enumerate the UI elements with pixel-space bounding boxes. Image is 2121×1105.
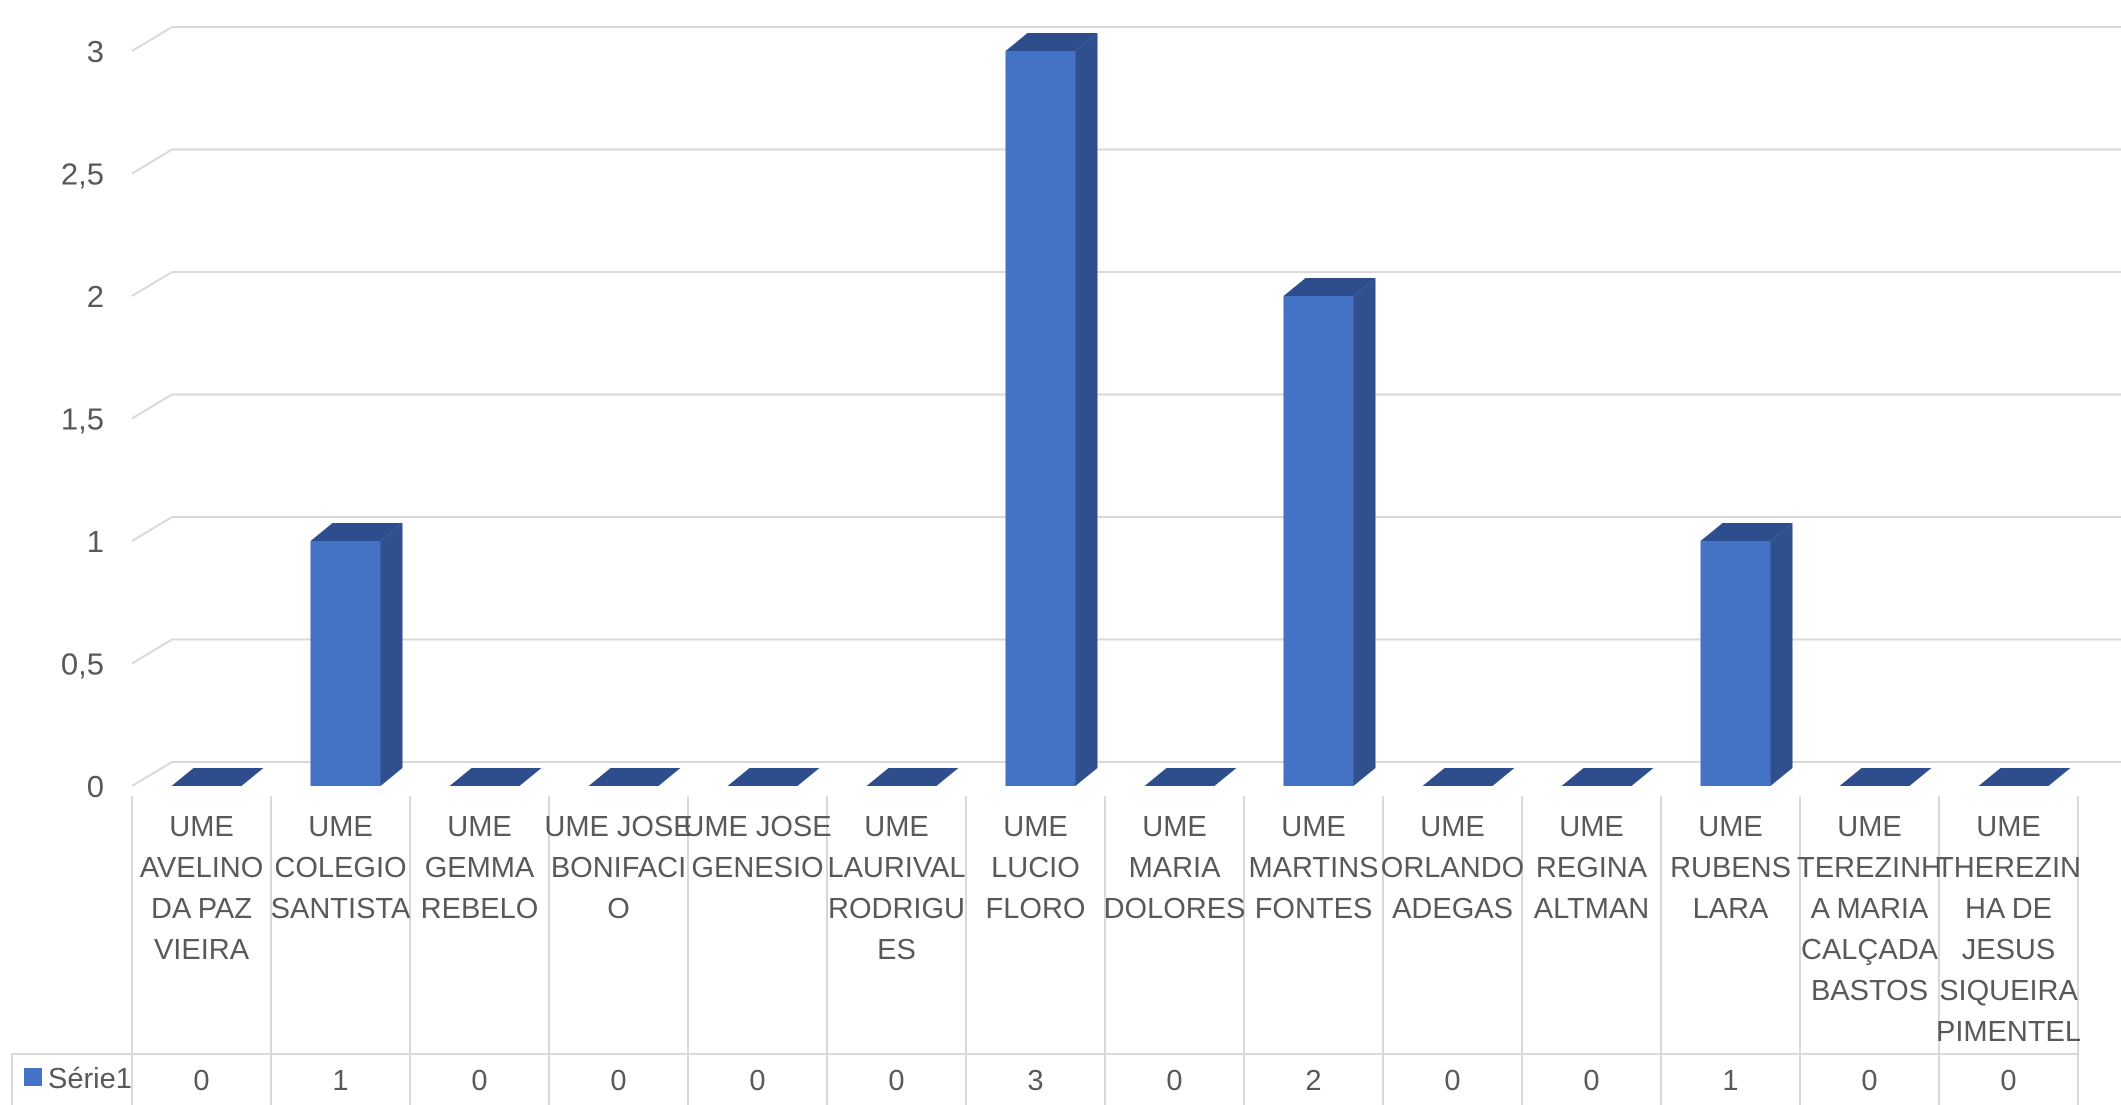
gridlines [131, 26, 2121, 787]
x-category-label: UME REGINA ALTMAN [1534, 811, 1649, 925]
bar [727, 768, 820, 786]
bar-top [1422, 768, 1515, 786]
bar-front [1005, 51, 1076, 786]
data-value-label: 2 [1305, 1065, 1321, 1097]
bar [1283, 278, 1376, 786]
bar [1978, 768, 2071, 786]
data-value-label: 0 [1166, 1065, 1182, 1097]
bar-side [1353, 278, 1376, 786]
data-value-label: 0 [193, 1065, 209, 1097]
data-value-label: 0 [1444, 1065, 1460, 1097]
bar-top [588, 768, 681, 786]
bar-top [1005, 33, 1098, 51]
bar-top [1978, 768, 2071, 786]
gridline [131, 761, 2121, 787]
x-category-label: UME ORLANDO ADEGAS [1381, 811, 1524, 925]
x-category-label: UME MARTINS FONTES [1249, 811, 1379, 925]
gridline [131, 516, 2121, 542]
data-value-label: 0 [749, 1065, 765, 1097]
x-category-label: UME RUBENS LARA [1670, 811, 1791, 925]
gridline [131, 638, 2121, 665]
legend-swatch [24, 1068, 42, 1086]
bar [866, 768, 959, 786]
gridline [131, 393, 2121, 420]
bar-top [171, 768, 264, 786]
y-tick-label: 0,5 [61, 647, 104, 682]
bar-top [1561, 768, 1654, 786]
bar-front [1700, 541, 1771, 786]
data-value-label: 0 [471, 1065, 487, 1097]
bar-front [310, 541, 381, 786]
gridline [131, 148, 2121, 175]
x-category-label: UME TEREZINH A MARIA CALÇADA BASTOS [1797, 811, 1942, 1007]
x-category-label: UME LAURIVAL RODRIGU ES [827, 811, 965, 966]
gridline [131, 271, 2121, 297]
y-tick-label: 2 [87, 279, 104, 314]
y-tick-label: 1,5 [61, 402, 104, 437]
bar-front [1283, 296, 1354, 786]
bar-top [866, 768, 959, 786]
bar-side [1770, 523, 1793, 786]
bar-top [310, 523, 403, 541]
data-value-label: 3 [1027, 1065, 1043, 1097]
bars [171, 33, 2071, 786]
bar [1005, 33, 1098, 786]
bar [449, 768, 542, 786]
data-value-label: 0 [1583, 1065, 1599, 1097]
bar [1422, 768, 1515, 786]
bar [1700, 523, 1793, 786]
bar [1561, 768, 1654, 786]
x-category-label: UME JOSE GENESIO [683, 811, 831, 884]
data-value-label: 0 [2000, 1065, 2016, 1097]
bar-top [727, 768, 820, 786]
x-category-label: UME AVELINO DA PAZ VIEIRA [140, 811, 264, 966]
x-category-label: UME COLEGIO SANTISTA [271, 811, 411, 925]
bar-top [1700, 523, 1793, 541]
x-category-label: UME LUCIO FLORO [986, 811, 1086, 925]
gridline [131, 26, 2121, 52]
bar [1839, 768, 1932, 786]
legend-series-name: Série1 [48, 1063, 132, 1095]
x-category-label: UME THEREZIN HA DE JESUS SIQUEIRA PIMENTEL [1936, 811, 2081, 1048]
y-tick-label: 1 [87, 524, 104, 559]
bar-top [1283, 278, 1376, 296]
x-category-label: UME JOSE BONIFACI O [544, 811, 692, 925]
y-tick-label: 0 [87, 769, 104, 804]
bar-top [1839, 768, 1932, 786]
y-axis: 0 0,5 1 1,5 2 2,5 3 [61, 34, 104, 804]
x-category-label: UME MARIA DOLORES [1104, 811, 1246, 925]
data-value-label: 0 [1861, 1065, 1877, 1097]
x-category-label: UME GEMMA REBELO [421, 811, 539, 925]
data-value-label: 0 [888, 1065, 904, 1097]
bar-top [449, 768, 542, 786]
data-value-label: 1 [332, 1065, 348, 1097]
bar [1144, 768, 1237, 786]
data-value-label: 1 [1722, 1065, 1738, 1097]
bar [588, 768, 681, 786]
y-tick-label: 2,5 [61, 157, 104, 192]
bar-side [380, 523, 403, 786]
bar [171, 768, 264, 786]
data-value-label: 0 [610, 1065, 626, 1097]
bar-side [1075, 33, 1098, 786]
bar [310, 523, 403, 786]
bar-top [1144, 768, 1237, 786]
y-tick-label: 3 [87, 34, 104, 69]
